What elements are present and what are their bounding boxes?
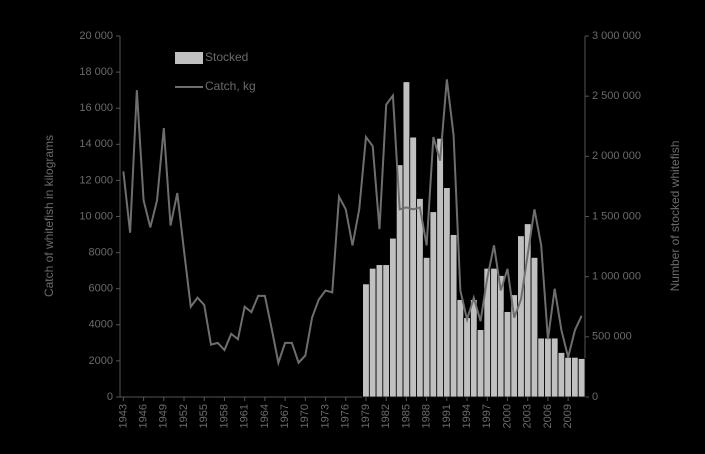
y-tick-label: 2000 (89, 355, 113, 367)
y-tick-label: 20 000 (79, 30, 113, 42)
bar (402, 81, 411, 398)
x-tick-label: 2000 (501, 404, 513, 428)
bar (422, 257, 431, 398)
y-tick-label: 12 000 (79, 174, 113, 186)
bar (550, 337, 559, 398)
x-tick-label: 1946 (137, 404, 149, 428)
x-tick-label: 1976 (340, 404, 352, 428)
y-tick-label: 6000 (89, 283, 113, 295)
legend-swatch (175, 52, 203, 64)
y2-tick-label: 3 000 000 (592, 30, 641, 42)
x-tick-label: 1943 (117, 404, 129, 428)
x-tick-label: 1955 (198, 404, 210, 428)
bar (537, 337, 545, 398)
bar (449, 234, 458, 398)
legend-label: Catch, kg (205, 79, 256, 93)
x-tick-label: 1997 (481, 404, 493, 428)
y-tick-label: 8000 (89, 247, 113, 259)
x-tick-label: 1979 (360, 404, 372, 428)
x-tick-label: 1952 (178, 404, 190, 428)
bar (571, 356, 579, 398)
bar (557, 352, 566, 398)
bar (530, 257, 539, 398)
y-axis-title: Catch of whitefish in kilograms (42, 135, 56, 297)
bar (429, 211, 438, 398)
bar (368, 267, 377, 398)
bar (382, 264, 390, 398)
bar (544, 337, 552, 398)
y2-tick-label: 1 000 000 (592, 271, 641, 283)
x-tick-label: 1982 (380, 404, 392, 428)
bar (496, 275, 505, 398)
bar (389, 237, 397, 398)
bar (456, 299, 465, 398)
x-tick-label: 1985 (400, 404, 412, 428)
x-tick-label: 1967 (279, 404, 291, 428)
bar (416, 198, 424, 398)
x-tick-label: 1964 (259, 404, 271, 428)
bar (517, 235, 525, 398)
x-tick-label: 2006 (542, 404, 554, 428)
bar (490, 267, 498, 398)
y-tick-label: 18 000 (79, 66, 113, 78)
x-tick-label: 1970 (299, 404, 311, 428)
bar (362, 283, 370, 398)
x-tick-label: 1988 (421, 404, 433, 428)
y2-tick-label: 2 500 000 (592, 90, 641, 102)
y2-tick-label: 1 500 000 (592, 210, 641, 222)
y-tick-label: 16 000 (79, 102, 113, 114)
y2-axis-title: Number of stocked whitefish (668, 141, 682, 292)
x-tick-label: 2003 (522, 404, 534, 428)
x-tick-label: 1994 (461, 404, 473, 428)
x-tick-label: 1949 (158, 404, 170, 428)
y-tick-label: 10 000 (79, 210, 113, 222)
bar (409, 136, 417, 398)
catch-line (122, 79, 583, 367)
x-tick-label: 2009 (562, 404, 574, 428)
y-tick-label: 0 (107, 391, 113, 403)
x-tick-label: 1991 (441, 404, 453, 428)
y2-tick-label: 0 (592, 391, 598, 403)
bar (375, 264, 384, 398)
y-tick-label: 4000 (89, 319, 113, 331)
legend-label: Stocked (205, 50, 248, 64)
bar (476, 329, 485, 398)
y2-tick-label: 500 000 (592, 331, 632, 343)
bar (577, 358, 586, 398)
bar (443, 187, 451, 398)
x-tick-label: 1973 (319, 404, 331, 428)
y-tick-label: 14 000 (79, 138, 113, 150)
x-tick-label: 1961 (239, 404, 251, 428)
bar (436, 137, 444, 398)
x-tick-label: 1958 (218, 404, 230, 428)
bar (470, 299, 478, 398)
bar (564, 356, 572, 398)
bar (503, 311, 512, 398)
bar (463, 317, 471, 398)
y2-tick-label: 2 000 000 (592, 150, 641, 162)
